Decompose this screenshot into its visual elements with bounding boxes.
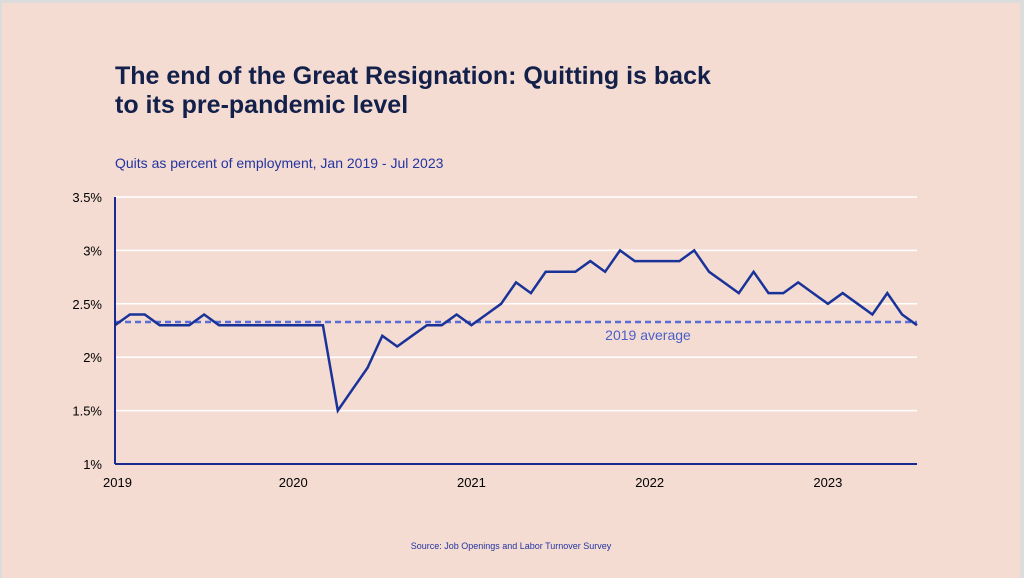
source-note: Source: Job Openings and Labor Turnover … [410,541,612,551]
y-tick-label: 3.5% [72,190,102,205]
x-tick-label: 2022 [635,475,664,490]
series-line [114,248,918,414]
y-tick-label: 2.5% [72,297,102,312]
axes [114,197,917,465]
chart-title: The end of the Great Resignation: Quitti… [115,62,711,119]
x-tick-label: 2023 [813,475,842,490]
reference-line-label: 2019 average [605,327,691,343]
series-group [114,248,918,414]
y-axis-ticks: 3.5% 3% 2.5% 2% 1.5% 1% [72,190,102,472]
y-tick-label: 1.5% [72,404,102,419]
gridlines [115,196,917,412]
y-tick-label: 1% [83,457,102,472]
reference-line-group: 2019 average [115,320,917,343]
y-tick-label: 3% [83,243,102,258]
x-tick-label: 2019 [103,475,132,490]
x-tick-label: 2021 [457,475,486,490]
x-tick-label: 2020 [279,475,308,490]
y-tick-label: 2% [83,350,102,365]
chart-subtitle: Quits as percent of employment, Jan 2019… [115,155,444,171]
x-axis-ticks: 2019 2020 2021 2022 2023 [103,475,842,490]
